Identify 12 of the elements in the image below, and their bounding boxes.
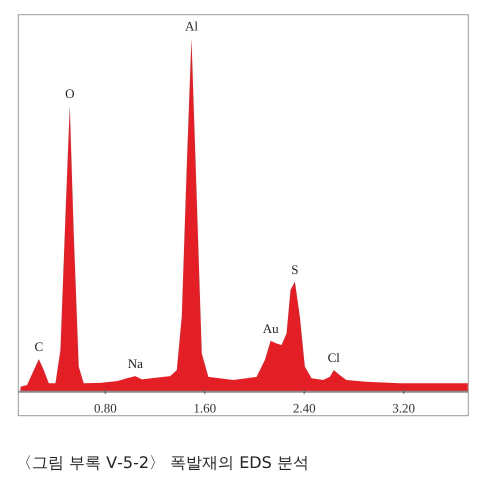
x-tick-label: 2.40 — [292, 400, 316, 416]
annotation: Au — [262, 320, 280, 336]
x-tick-label: 0.80 — [94, 400, 117, 416]
annotation: S — [291, 262, 299, 277]
x-tick-label: 1.60 — [193, 400, 216, 416]
x-tick-label: 3.20 — [392, 400, 416, 416]
annotation: Cl — [328, 350, 340, 366]
text: 〈그림 부록 Ⅴ-5-2〉 폭발재의 EDS 분석 — [16, 453, 309, 472]
annotation: C — [34, 339, 44, 354]
annotation: Al — [184, 18, 198, 34]
annotation: Na — [128, 356, 144, 372]
annotation: O — [65, 86, 74, 102]
